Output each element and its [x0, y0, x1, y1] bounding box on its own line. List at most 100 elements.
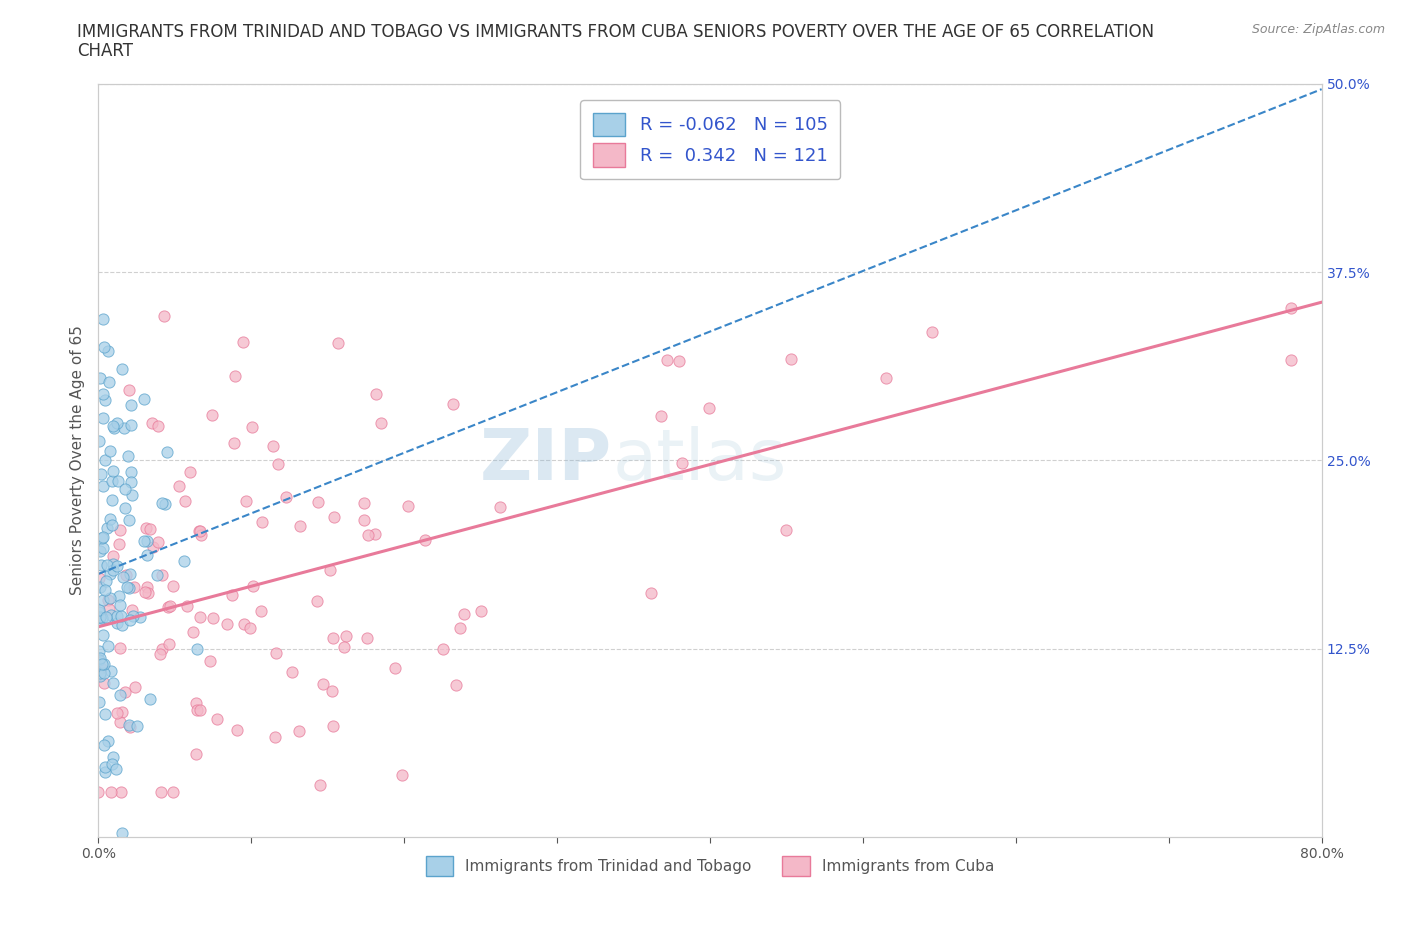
Point [111, 362, 134, 377]
Point [134, 584, 156, 599]
Point [150, 784, 173, 799]
Point [1279, 300, 1302, 315]
Point [118, 581, 141, 596]
Point [105, 609, 128, 624]
Point [101, 493, 124, 508]
Point [650, 408, 672, 423]
Point [96, 520, 118, 535]
Point [114, 568, 136, 583]
Point [100, 784, 122, 799]
Point [173, 554, 195, 569]
Point [103, 421, 125, 436]
Point [90, 661, 112, 676]
Point [105, 416, 128, 431]
Point [94, 392, 117, 407]
Point [188, 524, 211, 538]
Point [132, 392, 155, 406]
Point [446, 678, 468, 693]
Point [125, 719, 148, 734]
Point [453, 606, 475, 621]
Point [93, 675, 115, 690]
Point [96, 557, 118, 572]
Point [1279, 352, 1302, 367]
Point [90, 611, 112, 626]
Point [188, 609, 211, 624]
Point [356, 631, 378, 645]
Point [136, 586, 159, 601]
Point [274, 489, 297, 504]
Point [89, 579, 111, 594]
Point [108, 640, 131, 655]
Point [775, 522, 797, 537]
Point [198, 653, 221, 668]
Point [90, 558, 112, 573]
Point [176, 599, 198, 614]
Point [121, 603, 143, 618]
Point [93, 737, 115, 752]
Point [120, 474, 142, 489]
Point [142, 539, 165, 554]
Point [87, 694, 110, 709]
Point [167, 478, 190, 493]
Point [190, 527, 212, 542]
Point [321, 684, 343, 698]
Point [120, 418, 142, 432]
Point [110, 608, 132, 623]
Point [108, 687, 131, 702]
Point [252, 515, 274, 530]
Point [186, 642, 208, 657]
Point [353, 495, 375, 510]
Point [921, 325, 943, 339]
Point [155, 497, 177, 512]
Point [640, 585, 662, 600]
Point [87, 784, 110, 799]
Point [184, 747, 207, 762]
Point [190, 702, 212, 717]
Point [105, 706, 128, 721]
Point [150, 567, 173, 582]
Point [384, 660, 406, 675]
Point [312, 676, 335, 691]
Point [391, 767, 413, 782]
Point [93, 657, 115, 671]
Point [188, 524, 211, 538]
Point [111, 826, 134, 841]
Point [150, 496, 173, 511]
Point [89, 653, 111, 668]
Point [94, 707, 117, 722]
Point [129, 609, 152, 624]
Point [97, 344, 120, 359]
Point [250, 604, 273, 618]
Point [145, 568, 167, 583]
Point [87, 613, 110, 628]
Point [242, 578, 264, 593]
Point [671, 456, 693, 471]
Point [110, 618, 132, 632]
Point [264, 645, 287, 660]
Text: IMMIGRANTS FROM TRINIDAD AND TOBAGO VS IMMIGRANTS FROM CUBA SENIORS POVERTY OVER: IMMIGRANTS FROM TRINIDAD AND TOBAGO VS I… [77, 23, 1154, 41]
Text: ZIP: ZIP [479, 426, 612, 495]
Point [184, 696, 207, 711]
Point [97, 639, 120, 654]
Point [415, 533, 437, 548]
Point [156, 445, 179, 459]
Point [201, 610, 224, 625]
Point [139, 691, 162, 706]
Point [101, 418, 124, 433]
Point [150, 642, 173, 657]
Point [221, 588, 243, 603]
Point [101, 517, 124, 532]
Point [357, 527, 380, 542]
Point [449, 620, 471, 635]
Point [94, 583, 117, 598]
Point [240, 419, 263, 434]
Point [104, 762, 127, 777]
Point [224, 369, 246, 384]
Point [780, 352, 803, 366]
Point [103, 676, 125, 691]
Point [93, 339, 115, 354]
Point [108, 589, 131, 604]
Point [121, 465, 143, 480]
Point [135, 520, 157, 535]
Point [280, 664, 302, 679]
